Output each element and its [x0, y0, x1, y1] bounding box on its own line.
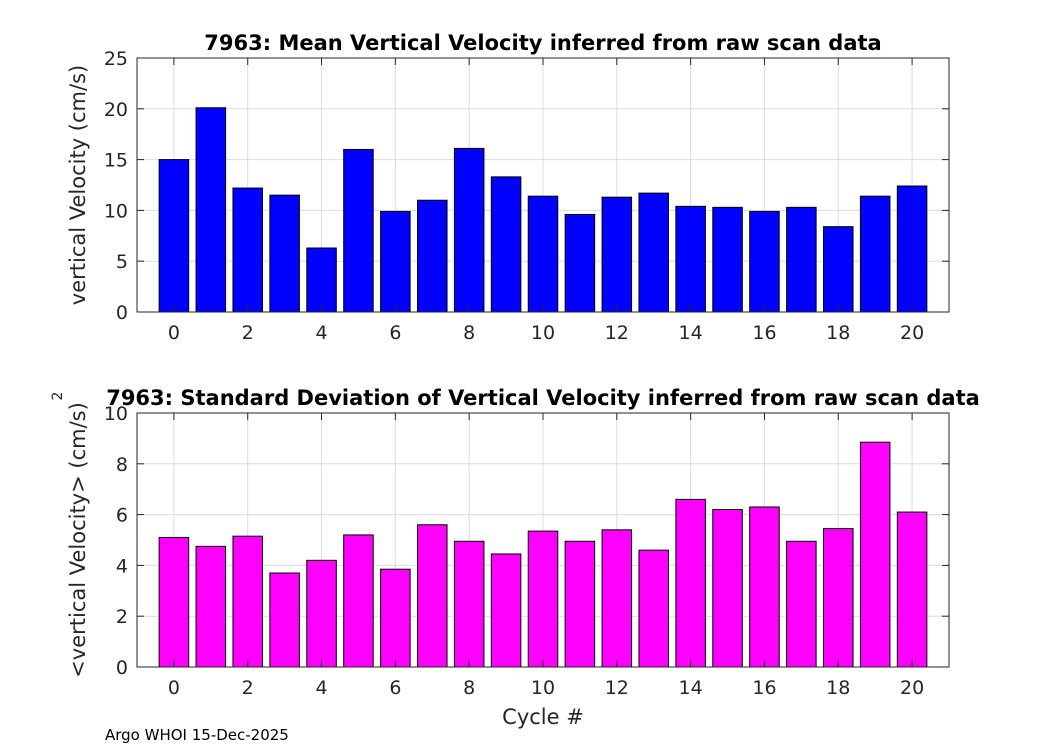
bar	[896, 511, 928, 668]
bar	[417, 199, 448, 313]
bar	[675, 205, 706, 313]
bar	[638, 549, 669, 668]
bar	[158, 159, 190, 313]
bar	[527, 530, 559, 668]
x-tick-label: 0	[168, 322, 180, 344]
footer-note: Argo WHOI 15-Dec-2025	[105, 726, 289, 744]
bar	[786, 206, 817, 313]
bar	[786, 540, 817, 668]
bar	[269, 194, 300, 313]
y-tick-label: 8	[116, 454, 128, 476]
x-tick-label: 8	[463, 677, 475, 699]
y-tick-label: 4	[116, 555, 128, 577]
bar	[712, 509, 743, 668]
x-tick-label: 20	[900, 677, 924, 699]
chart-title: 7963: Mean Vertical Velocity inferred fr…	[204, 31, 881, 55]
bar	[232, 535, 263, 668]
bar	[343, 148, 374, 313]
bar	[527, 195, 559, 313]
bar	[269, 572, 300, 668]
bar	[823, 226, 854, 313]
x-tick-label: 4	[315, 322, 327, 344]
bar	[232, 187, 263, 313]
y-axis-label-superscript: 2	[50, 392, 66, 401]
y-tick-label: 15	[104, 150, 128, 172]
y-tick-label: 2	[116, 606, 128, 628]
chart-title: 7963: Standard Deviation of Vertical Vel…	[106, 386, 980, 410]
bar	[343, 534, 374, 668]
y-tick-label: 0	[116, 657, 128, 679]
x-tick-label: 18	[826, 677, 850, 699]
y-tick-label: 6	[116, 505, 128, 527]
x-tick-label: 18	[826, 322, 850, 344]
y-tick-label: 10	[104, 403, 128, 425]
y-tick-label: 0	[116, 302, 128, 324]
bar	[896, 185, 928, 313]
y-tick-label: 5	[116, 251, 128, 273]
x-axis-label: Cycle #	[502, 705, 584, 729]
bar	[417, 524, 448, 668]
x-tick-label: 6	[389, 677, 401, 699]
y-axis-label: <vertical Velocity> (cm/s)	[66, 402, 90, 678]
bar	[380, 568, 411, 668]
bar	[306, 247, 337, 313]
y-axis-label: vertical Velocity (cm/s)	[66, 65, 90, 305]
x-tick-label: 14	[679, 677, 703, 699]
bar	[380, 210, 411, 313]
bar	[453, 147, 485, 313]
y-tick-label: 10	[104, 200, 128, 222]
bar	[601, 529, 633, 668]
x-tick-label: 10	[531, 677, 555, 699]
x-tick-label: 16	[752, 322, 776, 344]
x-tick-label: 8	[463, 322, 475, 344]
bar	[675, 498, 706, 668]
y-tick-label: 25	[104, 48, 128, 70]
mean-velocity-chart: 0 2 4 6 8 10 12 14 16 18 20 0 5 10 15 20 25 7963: Mean Ve…	[66, 31, 950, 344]
bar	[195, 107, 227, 313]
bar	[749, 210, 780, 313]
bar	[564, 540, 596, 668]
bar	[749, 506, 780, 668]
bar	[638, 192, 669, 313]
bar	[823, 528, 854, 668]
bar	[712, 206, 743, 313]
x-tick-label: 10	[531, 322, 555, 344]
bar	[564, 213, 596, 313]
bar	[453, 540, 485, 668]
bar	[490, 176, 522, 313]
x-tick-label: 2	[242, 677, 254, 699]
bar	[158, 536, 190, 668]
x-tick-label: 6	[389, 322, 401, 344]
x-tick-label: 20	[900, 322, 924, 344]
bar	[859, 441, 891, 668]
x-tick-label: 2	[242, 322, 254, 344]
x-tick-label: 12	[605, 322, 629, 344]
x-tick-label: 14	[679, 322, 703, 344]
bar	[859, 195, 891, 313]
bar	[601, 196, 633, 313]
bar	[195, 545, 227, 668]
x-tick-label: 0	[168, 677, 180, 699]
x-tick-label: 16	[752, 677, 776, 699]
y-tick-label: 20	[104, 99, 128, 121]
bar	[490, 553, 522, 668]
x-tick-label: 12	[605, 677, 629, 699]
x-tick-label: 4	[315, 677, 327, 699]
bar	[306, 559, 337, 668]
